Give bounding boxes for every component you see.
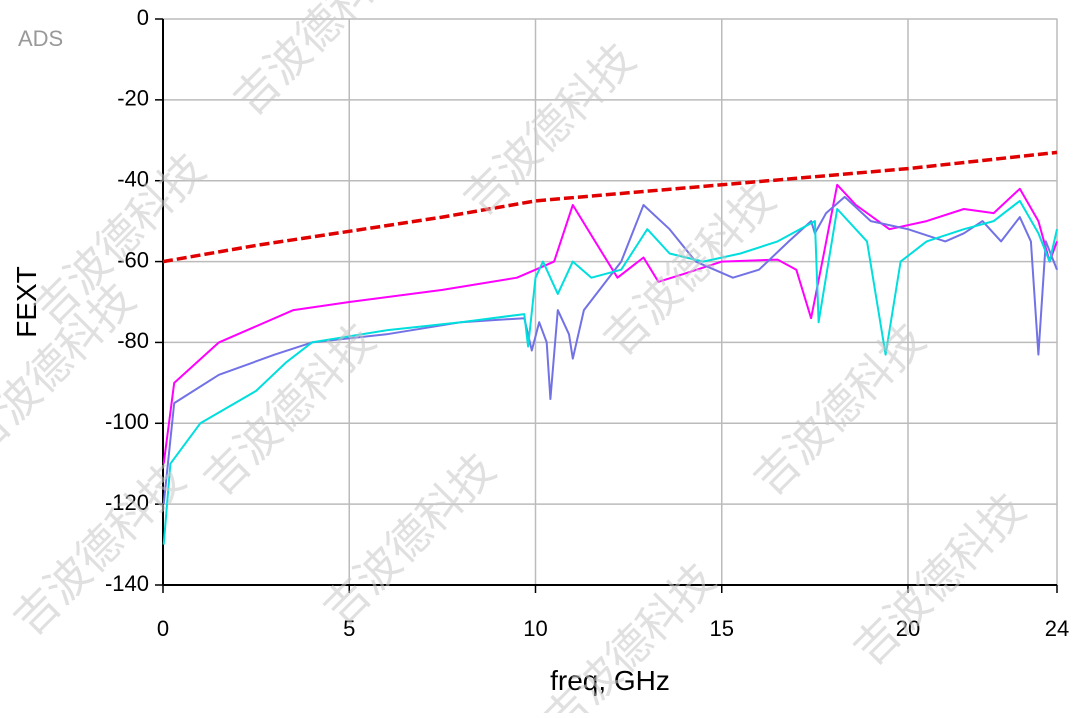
y-tick-label: -80 [117, 328, 149, 353]
y-tick-label: -140 [105, 571, 149, 596]
x-axis-label: freq, GHz [550, 665, 670, 696]
x-tick-label: 10 [523, 616, 547, 641]
y-tick-label: 0 [137, 5, 149, 30]
y-tick-label: -100 [105, 409, 149, 434]
data-line [162, 199, 1058, 545]
tool-label: ADS [18, 26, 63, 51]
x-tick-label: 5 [343, 616, 355, 641]
x-tick-label: 24 [1045, 616, 1069, 641]
y-axis-label: FEXT [11, 266, 42, 338]
y-tick-label: -20 [117, 86, 149, 111]
x-tick-label: 15 [710, 616, 734, 641]
y-tick-label: -60 [117, 247, 149, 272]
y-tick-label: -120 [105, 490, 149, 515]
y-tick-label: -40 [117, 167, 149, 192]
x-tick-label: 0 [157, 616, 169, 641]
x-tick-label: 20 [896, 616, 920, 641]
data-line [162, 183, 1058, 464]
limit-line [162, 150, 1058, 264]
